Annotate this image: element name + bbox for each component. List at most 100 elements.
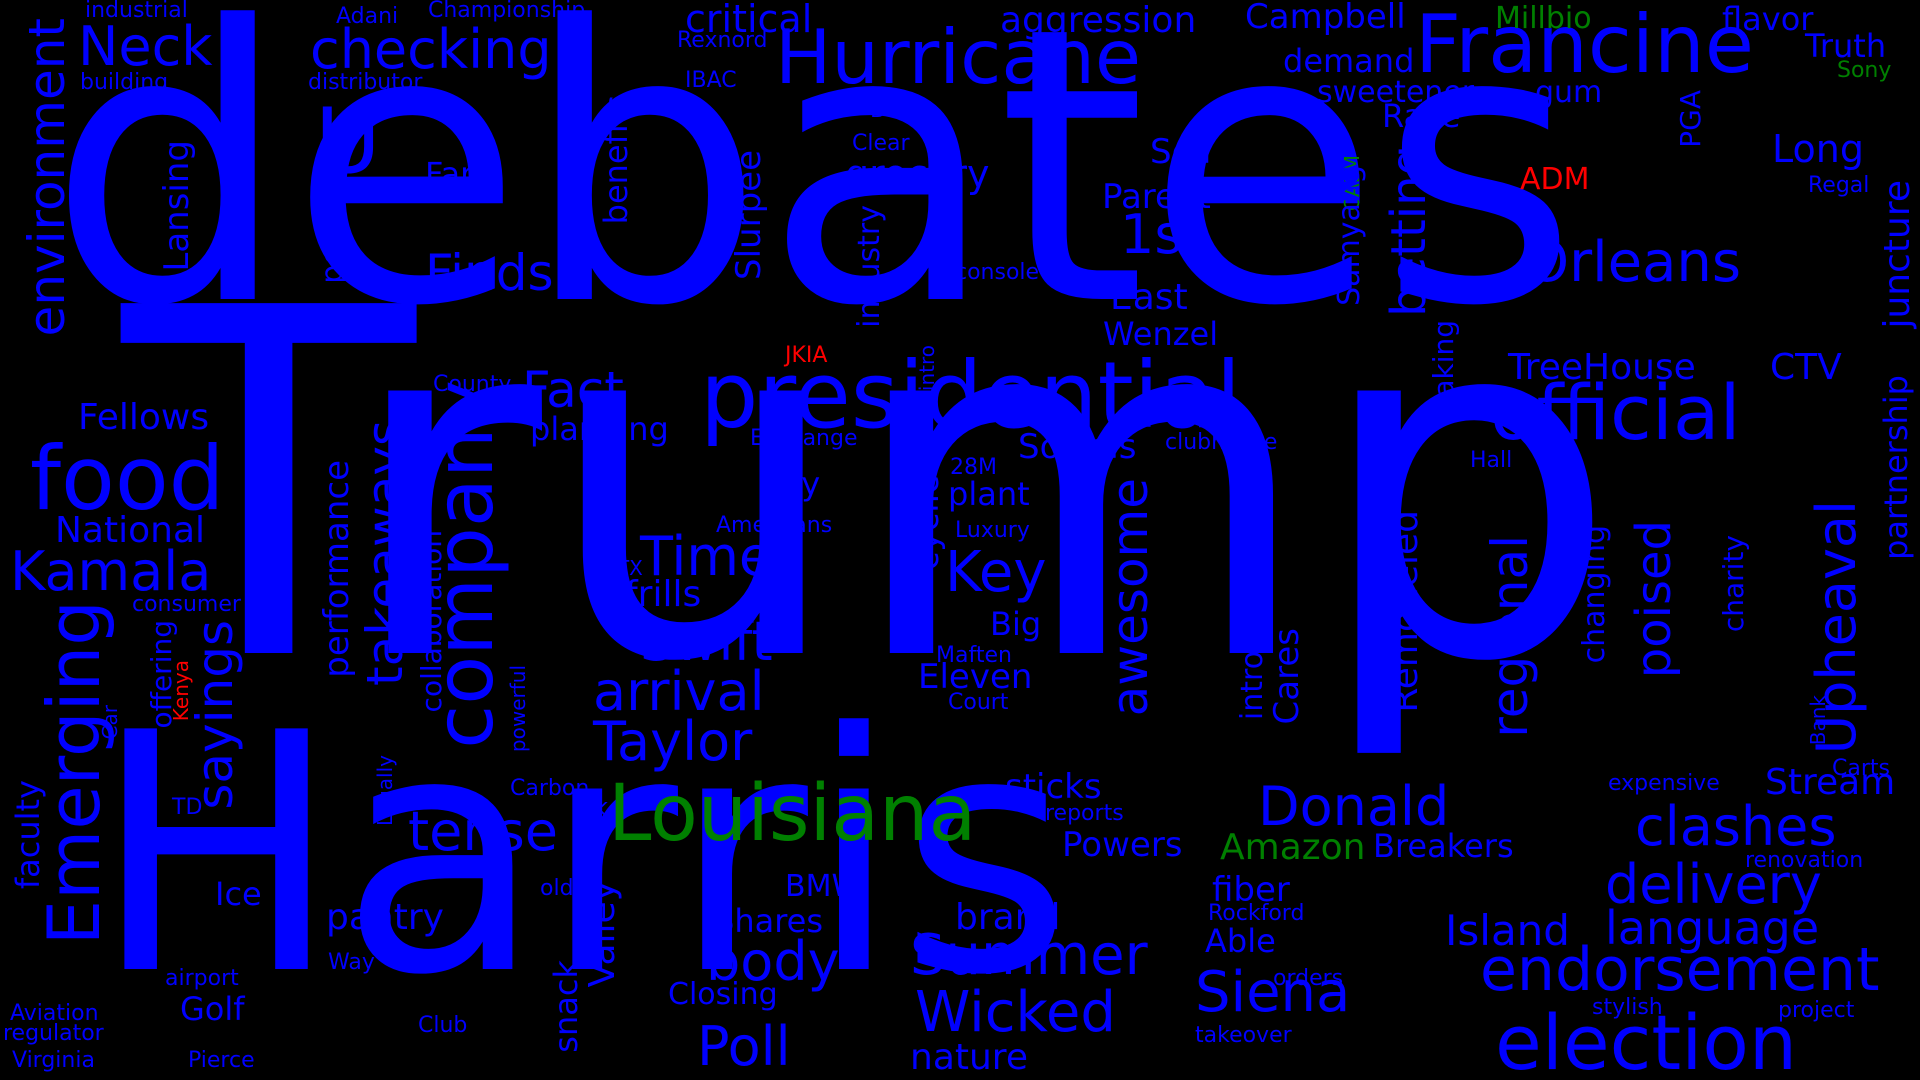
word-able: Able	[1205, 925, 1276, 957]
word-introducing: introducing	[1238, 550, 1268, 720]
word-powerful: powerful	[508, 665, 528, 752]
word-big: Big	[990, 608, 1041, 640]
word-campbell: Campbell	[1245, 0, 1406, 34]
word-stream: Stream	[1765, 765, 1895, 801]
word-grocery: grocery	[845, 155, 990, 193]
word-bet: Bet	[870, 100, 907, 122]
word-pga: PGA	[1677, 90, 1705, 148]
word-tense: tense	[408, 805, 558, 859]
word-betting: betting	[1385, 145, 1433, 317]
word-regional: regional	[1485, 535, 1535, 738]
word-poised: poised	[1630, 520, 1678, 678]
word-console: console	[955, 262, 1039, 284]
word-offering: offering	[148, 620, 176, 728]
word-pierce: Pierce	[188, 1050, 255, 1072]
word-championship: Championship	[428, 0, 585, 22]
word-clashes: clashes	[1635, 800, 1837, 854]
word-td: TD	[172, 797, 202, 819]
word-plant: plant	[948, 478, 1030, 510]
word-key: Key	[945, 545, 1047, 601]
word-clubhouse: clubhouse	[1165, 432, 1277, 454]
word-cyclical: cyclical	[910, 445, 944, 570]
word-louisiana: Louisiana	[608, 775, 976, 853]
word-benefits: benefits	[600, 95, 632, 224]
word-orders: orders	[1273, 968, 1343, 990]
word-takeover: takeover	[1195, 1025, 1292, 1047]
word-ice: Ice	[215, 878, 262, 910]
word-adm: ADM	[1520, 165, 1590, 195]
word-nature: nature	[910, 1040, 1028, 1076]
word-golf: Golf	[180, 993, 245, 1025]
word-stylish: stylish	[1592, 997, 1663, 1019]
word-club: Club	[418, 1015, 467, 1037]
word-virginia: Virginia	[12, 1050, 95, 1072]
word-samyang: Samyang	[1335, 165, 1365, 306]
word-environment: environment	[22, 18, 72, 336]
word-fact: Fact	[522, 365, 624, 415]
word-sticks: sticks	[1005, 770, 1102, 804]
word-emerging: Emerging	[38, 600, 110, 945]
word-demand: demand	[1283, 45, 1414, 77]
word-adani: Adani	[336, 6, 398, 28]
word-airport: airport	[165, 968, 239, 990]
word-taylor: Taylor	[593, 715, 752, 769]
word-eleven: Eleven	[918, 660, 1032, 694]
word-28m: 28M	[950, 457, 997, 479]
word-industry: industry	[855, 205, 885, 328]
word-national: National	[55, 513, 205, 549]
word-arrival: arrival	[593, 665, 765, 719]
word-flavor: flavor	[1722, 3, 1813, 35]
word-clear: Clear	[852, 133, 910, 155]
word-gum: gum	[1535, 78, 1602, 108]
word-bank: Bank	[1808, 695, 1828, 745]
word-legally: Legally	[375, 755, 395, 826]
word-orleans: Orleans	[1525, 235, 1741, 291]
word-finds: Finds	[425, 248, 554, 298]
word-island: Island	[1445, 910, 1570, 952]
word-poll: Poll	[697, 1020, 791, 1074]
word-powers: Powers	[1062, 828, 1183, 862]
word-frills: frills	[625, 577, 701, 613]
word-panattoni: Panattoni	[1365, 560, 1385, 655]
word-checking: checking	[310, 23, 552, 77]
word-faculty: faculty	[12, 780, 44, 889]
word-juncture: juncture	[1880, 180, 1916, 329]
word-expensive: expensive	[1608, 773, 1720, 795]
word-county: County	[433, 374, 511, 396]
word-reports: reports	[1045, 803, 1124, 825]
word-podcast: podcast	[318, 165, 348, 284]
word-race: Race	[1382, 100, 1460, 132]
word-intro: intro	[917, 345, 937, 391]
word-ctv: CTV	[1770, 350, 1842, 386]
word-slurpee: Slurpee	[732, 150, 766, 280]
word-brand: brand	[955, 900, 1060, 936]
word-truth: Truth	[1805, 30, 1886, 62]
word-court: Court	[948, 692, 1008, 714]
word-shares: Shares	[714, 905, 823, 937]
word-socials: Socials	[1018, 430, 1137, 464]
word-closing: Closing	[668, 980, 778, 1010]
word-neck: Neck	[78, 20, 213, 74]
word-treehouse: TreeHouse	[1508, 350, 1696, 386]
word-east: East	[1110, 280, 1188, 316]
word-charity: charity	[1720, 535, 1748, 632]
word-aggression: aggression	[1000, 3, 1196, 39]
word-collaboration: collaboration	[418, 530, 446, 712]
word-cares: Cares	[1270, 628, 1304, 724]
word-sell: Sell	[1150, 135, 1211, 169]
word-way: Way	[328, 952, 375, 974]
word-breakers: Breakers	[1373, 830, 1514, 862]
word-remodeled: Remodeled	[1388, 510, 1424, 713]
word-luxury: Luxury	[955, 520, 1030, 542]
word-exchange: Exchange	[750, 428, 858, 450]
word-old: old	[540, 878, 574, 900]
word-regulator: regulator	[3, 1023, 104, 1045]
word-farm: Farm	[425, 158, 504, 190]
word-baking: baking	[1430, 320, 1458, 414]
word-bmw: BMW	[785, 872, 861, 902]
word-project: project	[1778, 1000, 1854, 1022]
word-hall: Hall	[1470, 450, 1512, 472]
word-sayings: sayings	[190, 620, 240, 810]
word-partnership: partnership	[1880, 375, 1912, 560]
